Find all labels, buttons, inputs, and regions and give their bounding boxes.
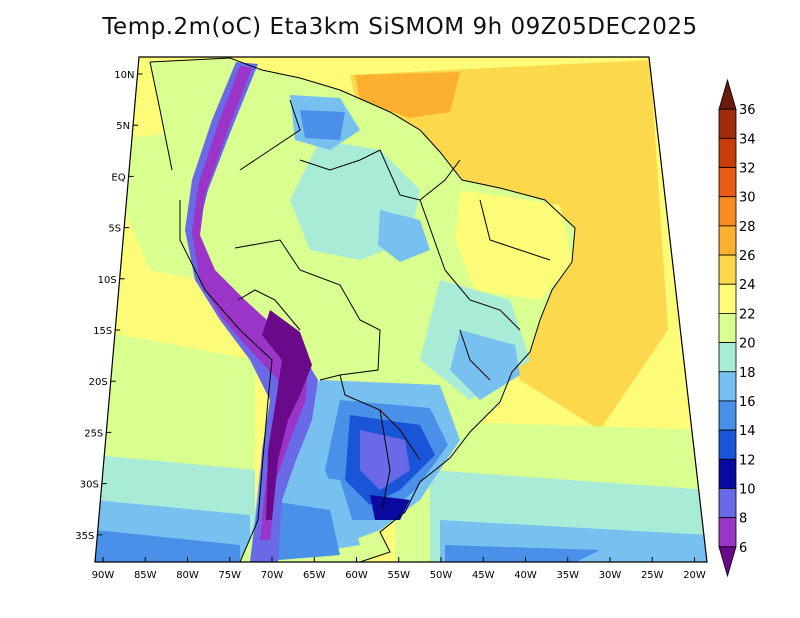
lat-tick-label: 10N xyxy=(114,70,134,81)
longitude-axis: 90W 85W 80W 75W 70W 65W 60W 55W 50W 45W 40W 35W 30W 2… xyxy=(92,557,706,581)
lon-tick-label: 85W xyxy=(134,570,157,581)
lon-tick-label: 75W xyxy=(218,570,241,581)
colorbar: 6 8 10 12 14 16 18 20 22 24 26 28 30 32 34 36 xyxy=(718,78,756,578)
colorbar-segment xyxy=(718,400,737,431)
latitude-axis: 10N 5N EQ 5S 10S 15S 20S 25S 30S 35S xyxy=(75,70,143,542)
colorbar-segment xyxy=(718,108,737,139)
lon-tick-label: 70W xyxy=(261,570,284,581)
lon-tick-label: 65W xyxy=(303,570,326,581)
lon-tick-label: 35W xyxy=(556,570,579,581)
colorbar-label: 34 xyxy=(739,132,756,147)
lon-tick-label: 80W xyxy=(176,570,199,581)
lon-tick-label: 55W xyxy=(387,570,410,581)
colorbar-label: 24 xyxy=(739,278,756,293)
lon-tick-label: 25W xyxy=(641,570,664,581)
lat-tick-label: 15S xyxy=(93,326,112,337)
colorbar-label: 32 xyxy=(739,162,756,177)
colorbar-segment xyxy=(718,458,737,489)
colorbar-segment xyxy=(718,371,737,402)
colorbar-label: 28 xyxy=(739,220,756,235)
temperature-field xyxy=(95,57,707,562)
lat-tick-label: 10S xyxy=(98,275,117,286)
colorbar-segment xyxy=(718,167,737,198)
lon-tick-label: 50W xyxy=(430,570,453,581)
colorbar-segment xyxy=(718,313,737,343)
colorbar-segment xyxy=(718,488,737,519)
lat-tick-label: 25S xyxy=(84,428,103,439)
lat-tick-label: 35S xyxy=(75,531,94,542)
map-title: Temp.2m(oC) Eta3km SiSMOM 9h 09Z05DEC202… xyxy=(102,14,698,40)
colorbar-segment xyxy=(718,283,737,314)
country-borders xyxy=(149,57,576,562)
colorbar-segment xyxy=(718,78,737,110)
lat-tick-label: 30S xyxy=(80,480,99,491)
colorbar-label: 6 xyxy=(739,541,747,556)
colorbar-label: 20 xyxy=(739,337,756,352)
lon-tick-label: 90W xyxy=(92,570,115,581)
colorbar-segment xyxy=(718,196,737,227)
colorbar-segment xyxy=(718,225,737,256)
lon-tick-label: 30W xyxy=(599,570,622,581)
colorbar-label: 18 xyxy=(739,366,756,381)
colorbar-segment xyxy=(718,342,737,373)
map-frame xyxy=(94,56,708,563)
colorbar-label: 8 xyxy=(739,512,747,527)
lon-tick-label: 40W xyxy=(514,570,537,581)
colorbar-label: 36 xyxy=(739,103,756,118)
colorbar-segment xyxy=(718,429,737,460)
colorbar-label: 22 xyxy=(739,307,756,322)
colorbar-label: 10 xyxy=(739,482,756,497)
lat-tick-label: EQ xyxy=(111,172,125,183)
lon-tick-label: 20W xyxy=(683,570,706,581)
colorbar-label: 16 xyxy=(739,395,756,410)
colorbar-segment xyxy=(718,517,737,548)
colorbar-segment xyxy=(718,254,737,285)
lon-tick-label: 60W xyxy=(345,570,368,581)
colorbar-label: 26 xyxy=(739,249,756,264)
colorbar-segment xyxy=(718,137,737,168)
lat-tick-label: 20S xyxy=(89,377,108,388)
colorbar-label: 12 xyxy=(739,453,756,468)
lat-tick-label: 5S xyxy=(108,224,121,235)
lon-tick-label: 45W xyxy=(472,570,495,581)
colorbar-label: 30 xyxy=(739,191,756,206)
colorbar-segment xyxy=(718,546,737,578)
lat-tick-label: 5N xyxy=(116,121,130,132)
colorbar-label: 14 xyxy=(739,424,756,439)
